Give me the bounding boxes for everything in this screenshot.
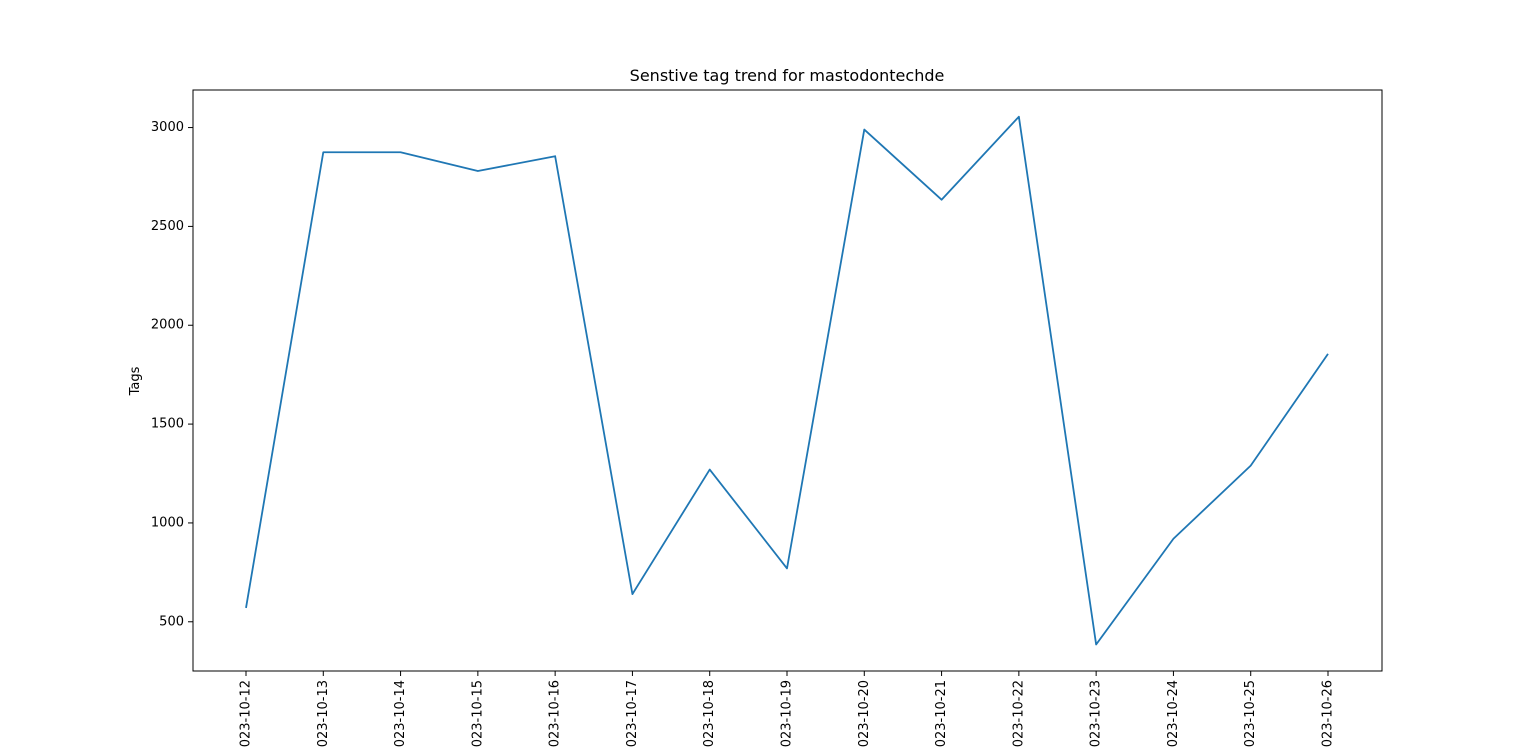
series-layer bbox=[245, 115, 1329, 646]
y-tick-label: 2000 bbox=[151, 318, 184, 333]
x-tick-label: 023-10-17 bbox=[625, 680, 640, 747]
x-tick-label: 023-10-16 bbox=[548, 680, 563, 747]
x-tick-label: 023-10-24 bbox=[1166, 680, 1181, 747]
y-tick-label: 500 bbox=[159, 614, 184, 629]
x-axis-ticks: 023-10-12 023-10-13 023-10-14 023-10-15 023-… bbox=[239, 671, 1336, 747]
y-tick-label: 3000 bbox=[151, 120, 184, 135]
chart-title: Senstive tag trend for mastodontechde bbox=[630, 66, 945, 85]
x-tick-label: 023-10-14 bbox=[393, 680, 408, 747]
plot-frame bbox=[192, 89, 1383, 672]
x-tick-label: 023-10-26 bbox=[1321, 680, 1336, 747]
x-tick-label: 023-10-18 bbox=[702, 680, 717, 747]
y-tick-label: 2500 bbox=[151, 219, 184, 234]
y-tick-label: 1000 bbox=[151, 515, 184, 530]
x-tick-label: 023-10-13 bbox=[316, 680, 331, 747]
y-tick-label: 1500 bbox=[151, 417, 184, 432]
x-tick-label: 023-10-23 bbox=[1089, 680, 1104, 747]
x-tick-label: 023-10-12 bbox=[239, 680, 254, 747]
x-tick-label: 023-10-20 bbox=[857, 680, 872, 747]
y-axis-ticks: 500 1000 1500 2000 2500 3000 bbox=[151, 120, 193, 629]
x-tick-label: 023-10-22 bbox=[1011, 680, 1026, 747]
x-tick-label: 023-10-25 bbox=[1243, 680, 1258, 747]
x-tick-label: 023-10-19 bbox=[780, 680, 795, 747]
x-tick-label: 023-10-15 bbox=[470, 680, 485, 747]
x-tick-label: 023-10-21 bbox=[934, 680, 949, 747]
y-axis-label: Tags bbox=[128, 366, 143, 396]
